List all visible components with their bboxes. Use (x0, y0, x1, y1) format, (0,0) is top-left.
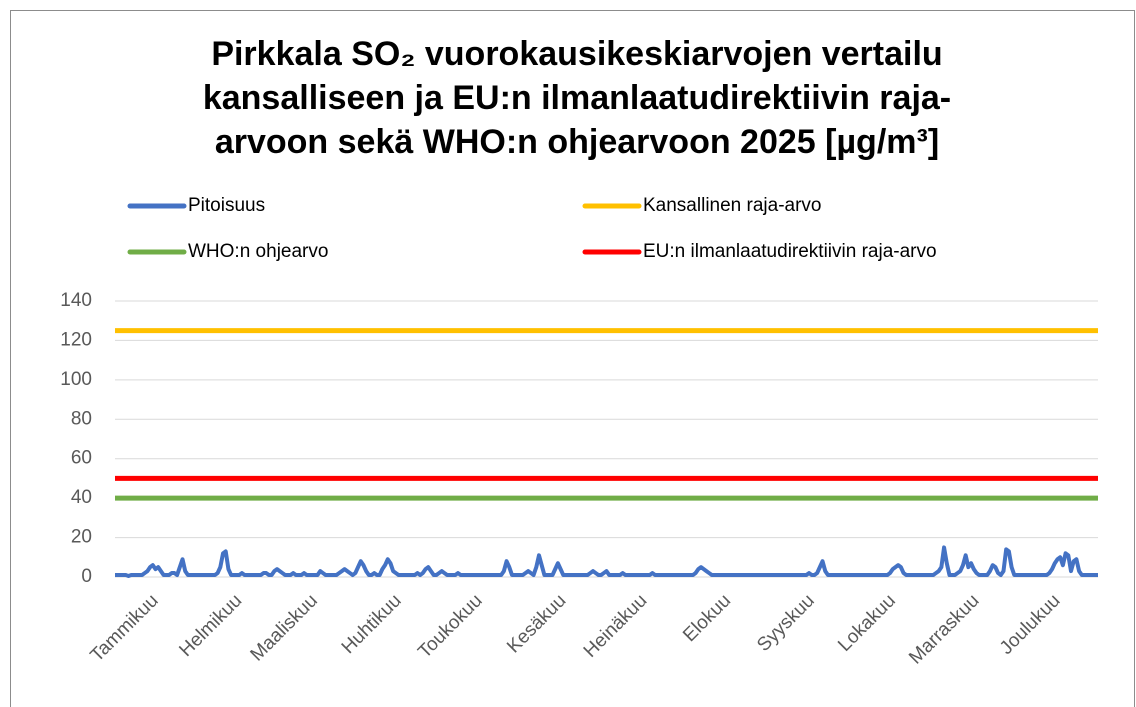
chart-title: kansalliseen ja EU:n ilmanlaatudirektiiv… (203, 79, 951, 117)
legend-label: Kansallinen raja-arvo (643, 195, 822, 216)
legend-label: WHO:n ohjearvo (188, 241, 328, 262)
legend-label: EU:n ilmanlaatudirektiivin raja-arvo (643, 241, 937, 262)
y-tick-label: 20 (71, 527, 92, 548)
y-tick-label: 120 (60, 329, 92, 350)
chart-title: arvoon sekä WHO:n ohjearvoon 2025 [µg/m³… (215, 123, 939, 161)
chart-frame (10, 10, 1135, 707)
y-tick-label: 40 (71, 487, 92, 508)
y-tick-label: 100 (60, 369, 92, 390)
legend-label: Pitoisuus (188, 195, 265, 216)
y-tick-label: 140 (60, 290, 92, 311)
y-tick-label: 0 (81, 566, 92, 587)
y-tick-label: 80 (71, 408, 92, 429)
chart-title: Pirkkala SO₂ vuorokausikeskiarvojen vert… (211, 35, 942, 73)
data-line (115, 545, 1098, 579)
y-tick-label: 60 (71, 448, 92, 469)
